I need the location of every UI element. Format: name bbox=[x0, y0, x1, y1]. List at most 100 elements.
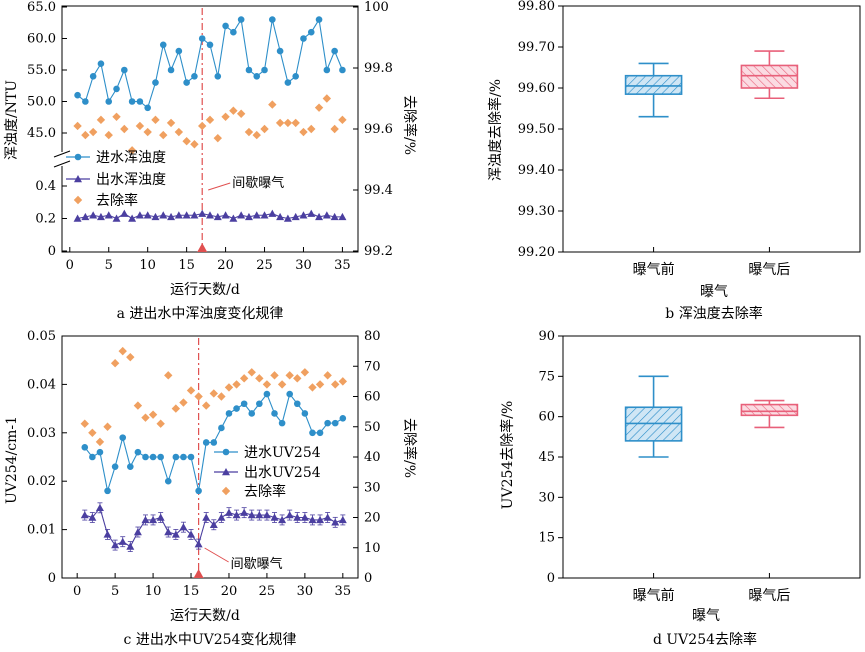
panel-c-removal-point bbox=[293, 374, 302, 383]
panel-a-removal-point bbox=[88, 127, 98, 137]
panel-c-outflow-point bbox=[293, 513, 302, 521]
panel-a-removal-point bbox=[182, 137, 191, 146]
panel-a-y-tick-label: 0 bbox=[48, 244, 56, 259]
panel-c-removal-point bbox=[315, 380, 325, 389]
panel-a-removal-point bbox=[104, 130, 113, 140]
panel-a-y2-tick-label: 99.4 bbox=[364, 183, 393, 198]
panel-a-removal-point bbox=[120, 124, 129, 134]
panel-a-outflow-point bbox=[89, 211, 98, 219]
panel-b-y-tick-label: 99.30 bbox=[518, 204, 555, 219]
panel-a-inflow-point bbox=[136, 98, 144, 105]
panel-c-removal-point bbox=[156, 419, 165, 428]
panel-c-inflow-point bbox=[256, 400, 263, 408]
panel-c-y2-tick-label: 40 bbox=[364, 450, 381, 465]
panel-a-outflow-point bbox=[159, 211, 168, 219]
panel-c-removal-point bbox=[323, 371, 332, 380]
panel-c-outflow-point bbox=[95, 503, 104, 512]
panel-c-y2-tick-label: 0 bbox=[364, 571, 372, 586]
panel-a-inflow-point bbox=[323, 66, 331, 74]
panel-a-x-tick-label: 35 bbox=[334, 258, 351, 273]
panel-c-removal-point bbox=[277, 380, 287, 389]
panel-c-inflow-point bbox=[271, 410, 278, 417]
panel-c-marker-pointer bbox=[204, 547, 229, 563]
panel-a-removal-point bbox=[252, 130, 261, 140]
panel-a-outflow-point bbox=[174, 211, 183, 219]
panel-a-outflow-point bbox=[151, 212, 160, 221]
panel-b-turbidity-removal-box: 99.20 99.30 99.40 99.50 99.60 99.70 99.80 曝气前 曝气… bbox=[518, 0, 861, 278]
panel-a-inflow-point bbox=[276, 47, 284, 55]
panel-a-outflow-point bbox=[260, 211, 269, 219]
panel-a-inflow-point bbox=[292, 73, 299, 80]
panel-c-legend-outflow-label: 出水UV254 bbox=[244, 465, 321, 481]
panel-a-removal-point bbox=[330, 124, 339, 134]
panel-c-inflow-point bbox=[172, 453, 180, 461]
panel-c-y-tick-label: 0 bbox=[48, 571, 56, 586]
panel-a-removal-point bbox=[307, 124, 316, 134]
panel-d-box bbox=[740, 403, 799, 417]
panel-c-ylabel-left: UV254/cm-1 bbox=[4, 416, 20, 504]
panel-c-inflow-point bbox=[339, 414, 347, 422]
panel-c-removal-point bbox=[103, 422, 112, 431]
panel-c-outflow-point bbox=[285, 511, 294, 519]
panel-c-x-tick-label: 25 bbox=[259, 584, 276, 599]
panel-c-outflow-point bbox=[323, 513, 332, 521]
panel-c-y-tick-label: 0.03 bbox=[27, 426, 56, 441]
panel-a-removal-point bbox=[81, 130, 90, 140]
panel-a-removal-point bbox=[244, 127, 254, 137]
panel-a-outflow-point bbox=[229, 214, 238, 222]
panel-a-inflow-line bbox=[77, 18, 343, 109]
panel-a-x-tick-label: 25 bbox=[256, 258, 273, 273]
panel-b-y-tick-label: 99.80 bbox=[518, 0, 555, 14]
panel-a-inflow-point bbox=[307, 28, 315, 36]
panel-c-inflow-point bbox=[134, 448, 142, 456]
panel-a-outflow-point bbox=[182, 211, 191, 219]
panel-a-inflow-point bbox=[105, 98, 113, 105]
panel-a-inflow-point bbox=[128, 98, 136, 105]
panel-a-removal-point bbox=[322, 94, 332, 103]
panel-a-inflow-point bbox=[113, 85, 120, 93]
panel-c-x-tick-label: 30 bbox=[297, 584, 314, 599]
panel-a-axis-break-mark bbox=[53, 150, 71, 158]
panel-c-outflow-point bbox=[209, 520, 218, 528]
panel-c-removal-point bbox=[331, 380, 340, 389]
panel-a-removal-point bbox=[283, 118, 293, 128]
panel-c-x-tick-label: 15 bbox=[183, 584, 200, 599]
panel-c-inflow-point bbox=[111, 463, 119, 470]
panel-a-axis-break-mark bbox=[53, 160, 71, 168]
panel-a-inflow-point bbox=[191, 73, 198, 80]
panel-a-inflow-point bbox=[331, 47, 338, 55]
panel-c-inflow-point bbox=[149, 453, 157, 461]
panel-c-removal-point bbox=[171, 404, 181, 413]
panel-a-outflow-point bbox=[81, 212, 90, 221]
panel-d-y-tick-label: 75 bbox=[538, 369, 555, 384]
panel-a-removal-point bbox=[314, 103, 324, 112]
panel-c-y2-tick-label: 30 bbox=[364, 480, 381, 495]
panel-c-removal-point bbox=[217, 392, 226, 401]
panel-a-inflow-point bbox=[82, 98, 89, 105]
panel-a-ylabel-right: 去除率/% bbox=[401, 95, 418, 155]
panel-a-removal-point bbox=[96, 115, 106, 125]
panel-c-inflow-point bbox=[324, 419, 331, 427]
panel-c-legend-removal-label: 去除率 bbox=[244, 483, 286, 500]
panel-c-inflow-point bbox=[157, 453, 164, 461]
panel-c-inflow-point bbox=[127, 463, 134, 470]
panel-c-y-tick-label: 0.01 bbox=[27, 523, 56, 538]
panel-a-outflow-point bbox=[221, 211, 230, 219]
panel-a-inflow-point bbox=[237, 16, 245, 23]
panel-a-inflow-point bbox=[198, 35, 206, 42]
panel-c-removal-point bbox=[232, 380, 241, 389]
panel-a-inflow-point bbox=[89, 73, 97, 80]
panel-a-outflow-point bbox=[237, 211, 246, 219]
panel-c-inflow-point bbox=[119, 434, 127, 441]
panel-c-inflow-point bbox=[195, 487, 202, 495]
panel-d-x-category-label: 曝气前 bbox=[633, 587, 675, 604]
panel-a-removal-point bbox=[174, 127, 184, 137]
panel-c-outflow-point bbox=[88, 513, 97, 521]
panel-a-x-tick-label: 10 bbox=[139, 258, 156, 273]
panel-c-y2-tick-label: 10 bbox=[364, 541, 381, 556]
panel-c-outflow-point bbox=[308, 515, 317, 524]
panel-a-inflow-point bbox=[315, 16, 323, 23]
panel-c-outflow-point bbox=[255, 511, 264, 519]
panel-c-x-tick-label: 20 bbox=[221, 584, 238, 599]
